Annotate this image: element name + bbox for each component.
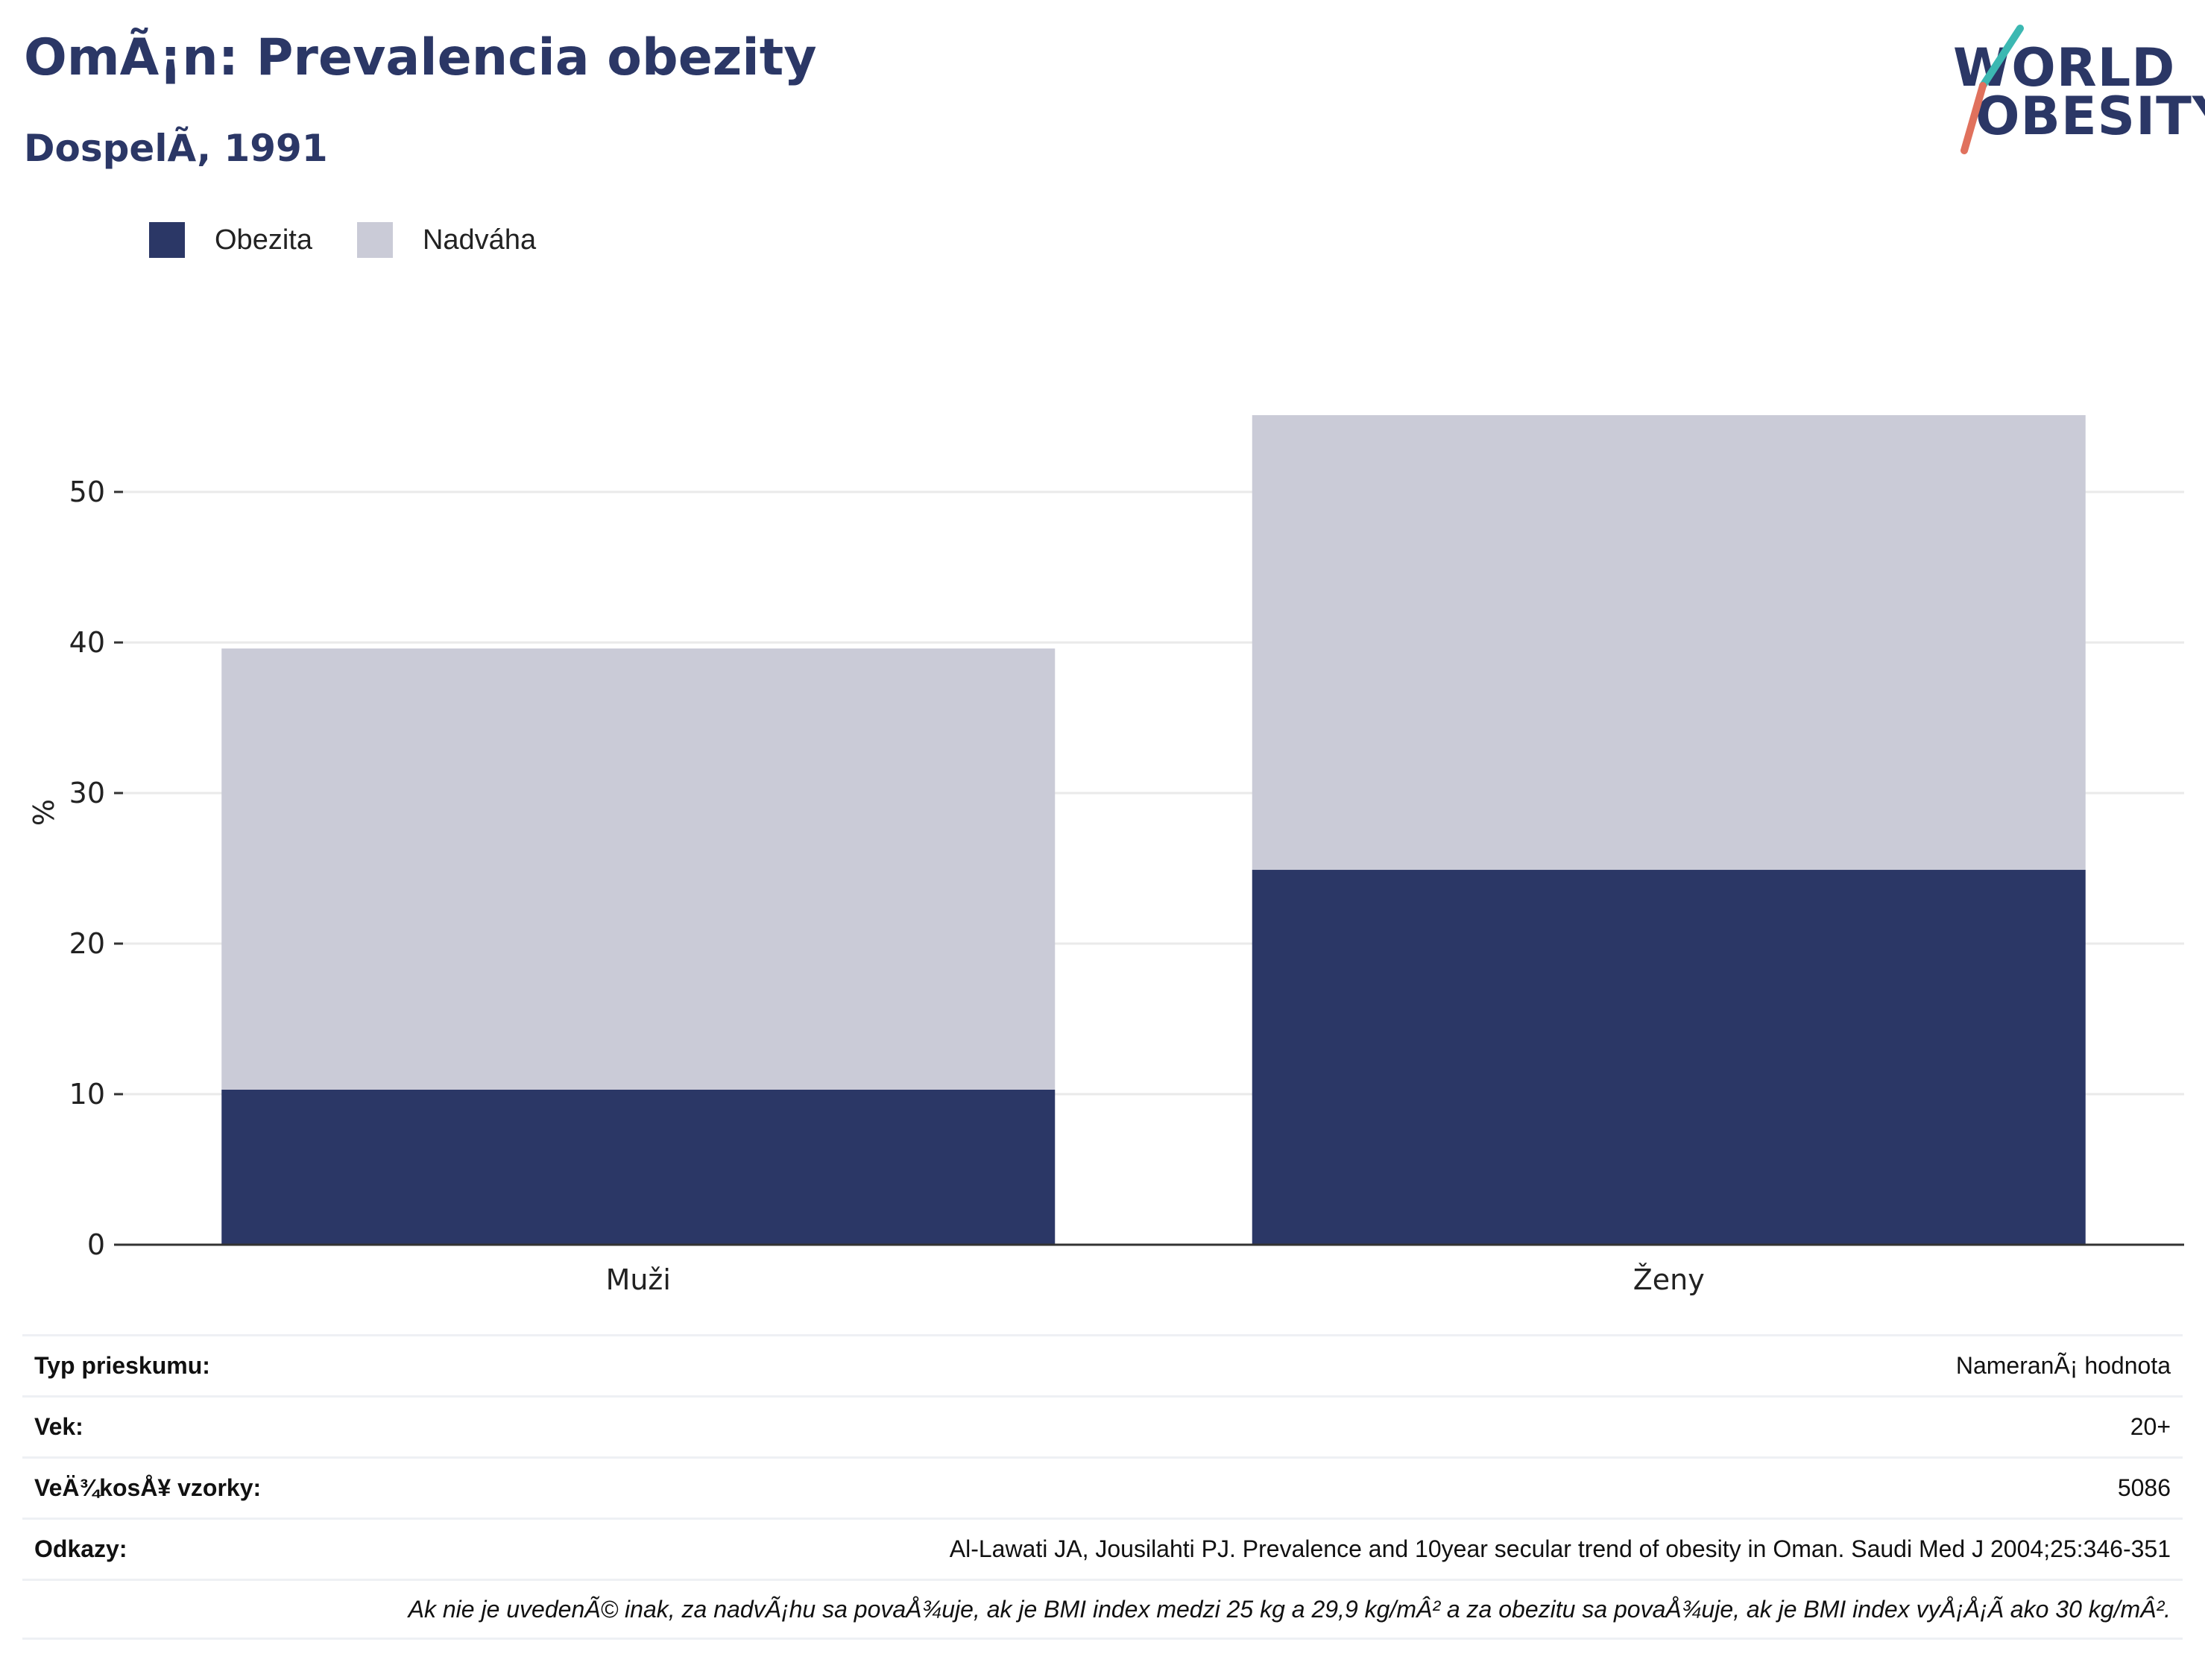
x-tick-label: Ženy <box>1633 1263 1705 1296</box>
bar-obezita-1 <box>221 1089 1056 1245</box>
page-subtitle: DospelÃ, 1991 <box>24 127 328 170</box>
legend-swatch-nadvaha <box>356 222 393 258</box>
y-tick-label: 30 <box>69 777 105 809</box>
y-tick-label: 40 <box>69 626 105 659</box>
logo-line-1: WORLD <box>1953 37 2176 98</box>
legend-item-nadvaha: Nadváha <box>356 222 537 258</box>
x-tick-label: Muži <box>606 1263 671 1296</box>
info-row-definition-note: Ak nie je uvedenÃ© inak, za nadvÃ¡hu sa … <box>22 1579 2183 1640</box>
info-key: Odkazy: <box>34 1535 127 1562</box>
survey-info-table: Typ prieskumu: NameranÃ¡ hodnota Vek: 20… <box>22 1334 2183 1640</box>
legend-swatch-obezita <box>149 222 185 258</box>
y-tick-label: 10 <box>69 1078 105 1111</box>
info-key: Typ prieskumu: <box>34 1352 210 1379</box>
info-row-sample-size: VeÄ¾kosÅ¥ vzorky: 5086 <box>22 1456 2183 1518</box>
legend-label-obezita: Obezita <box>215 224 312 256</box>
info-key: Vek: <box>34 1413 83 1440</box>
y-tick-label: 0 <box>87 1228 105 1261</box>
bar-nadváha-1 <box>221 648 1056 1090</box>
legend-item-obezita: Obezita <box>149 222 312 258</box>
legend-label-nadvaha: Nadváha <box>422 224 537 256</box>
page-title: OmÃ¡n: Prevalencia obezity <box>24 28 817 87</box>
info-row-survey-type: Typ prieskumu: NameranÃ¡ hodnota <box>22 1334 2183 1395</box>
info-value: Al-Lawati JA, Jousilahti PJ. Prevalence … <box>949 1535 2171 1562</box>
bar-nadváha-2 <box>1252 414 2086 871</box>
y-tick-label: 20 <box>69 927 105 960</box>
info-row-references: Odkazy: Al-Lawati JA, Jousilahti PJ. Pre… <box>22 1518 2183 1579</box>
info-value: 5086 <box>2117 1474 2171 1501</box>
logo-line-2: OBESITY <box>1975 86 2205 147</box>
info-value: 20+ <box>2130 1413 2171 1440</box>
world-obesity-logo: WORLD OBESITY <box>1938 22 2205 157</box>
y-axis-label: % <box>28 799 60 826</box>
y-tick-label: 50 <box>69 476 105 508</box>
definition-note: Ak nie je uvedenÃ© inak, za nadvÃ¡hu sa … <box>408 1595 2171 1623</box>
info-row-age: Vek: 20+ <box>22 1395 2183 1456</box>
info-key: VeÄ¾kosÅ¥ vzorky: <box>34 1474 262 1501</box>
bar-obezita-2 <box>1252 870 2086 1245</box>
info-value: NameranÃ¡ hodnota <box>1955 1352 2171 1379</box>
stacked-bar-chart: 0 10 20 30 40 50% Muži Ženy <box>28 414 2184 1296</box>
logo-slash-icon <box>1960 25 2024 154</box>
chart-legend: Obezita Nadváha <box>149 222 581 258</box>
